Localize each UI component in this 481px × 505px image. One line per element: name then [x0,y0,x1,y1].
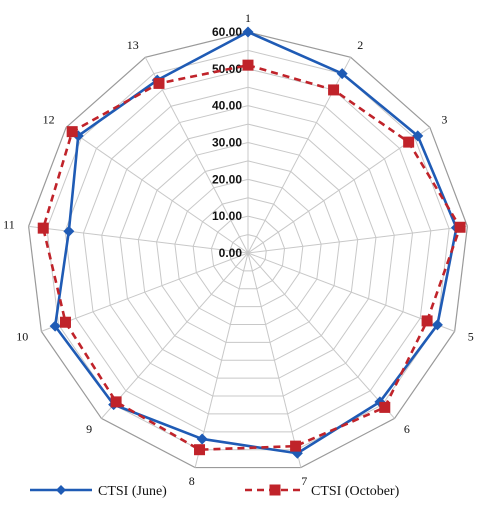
category-labels: 12345678910111213 [3,11,474,488]
category-label: 1 [245,11,251,25]
legend-label: CTSI (October) [311,484,400,499]
data-point [421,315,433,327]
legend: CTSI (June) CTSI (October) [30,484,400,499]
data-point [63,225,75,237]
grid-ring [192,197,304,308]
category-label: 10 [16,329,28,343]
grid-spoke [41,252,249,332]
legend-label: CTSI (June) [98,484,167,499]
radar-grid [27,31,469,469]
data-point [196,433,208,445]
data-point [153,77,165,89]
category-label: 2 [357,38,363,52]
radial-tick-label: 30.00 [212,136,242,150]
data-point [454,221,466,233]
data-point [290,440,302,452]
grid-ring [64,68,432,433]
grid-spoke [144,57,249,254]
grid-spoke [101,252,249,419]
data-point [379,401,391,413]
series-line [41,63,462,451]
data-point [194,444,206,456]
series-layer [37,26,466,459]
grid-ring [101,105,395,397]
grid-ring [82,86,414,415]
legend-entry: CTSI (June) [30,484,167,499]
category-label: 5 [468,329,474,343]
data-point [49,320,61,332]
grid-ring [137,141,359,361]
data-point [242,26,254,38]
category-label: 11 [3,218,15,232]
series-line [53,30,458,455]
grid-ring [210,215,286,290]
legend-marker [56,485,66,495]
category-label: 6 [404,422,410,436]
data-point [328,84,340,96]
radial-tick-label: 0.00 [219,246,243,260]
radial-tick-label: 20.00 [212,172,242,186]
legend-entry: CTSI (October) [245,484,400,499]
legend-marker [269,484,281,496]
data-point [37,222,49,234]
grid-spoke [247,225,468,254]
data-point [336,68,348,80]
category-label: 7 [301,474,307,488]
grid-spoke [194,252,249,468]
grid-ring [229,234,267,272]
category-label: 12 [43,113,55,127]
data-point [110,396,122,408]
category-label: 13 [127,38,139,52]
grid-ring [119,123,377,379]
grid-spoke [247,127,431,254]
radial-tick-label: 10.00 [212,209,242,223]
radial-tick-label: 60.00 [212,25,242,39]
grid-spoke [247,252,455,332]
data-point [412,130,424,142]
data-point [59,316,71,328]
data-point [403,136,415,148]
category-label: 8 [189,474,195,488]
data-point [431,319,443,331]
grid-spoke [247,252,302,468]
series-october [37,59,466,456]
category-label: 9 [86,422,92,436]
grid-spoke [65,127,249,254]
grid-spoke [247,252,395,419]
data-point [66,126,78,138]
radial-tick-label: 40.00 [212,99,242,113]
data-point [242,59,254,71]
category-label: 3 [441,113,447,127]
grid-ring [156,160,340,343]
grid-ring [27,31,469,469]
grid-ring [174,178,322,326]
